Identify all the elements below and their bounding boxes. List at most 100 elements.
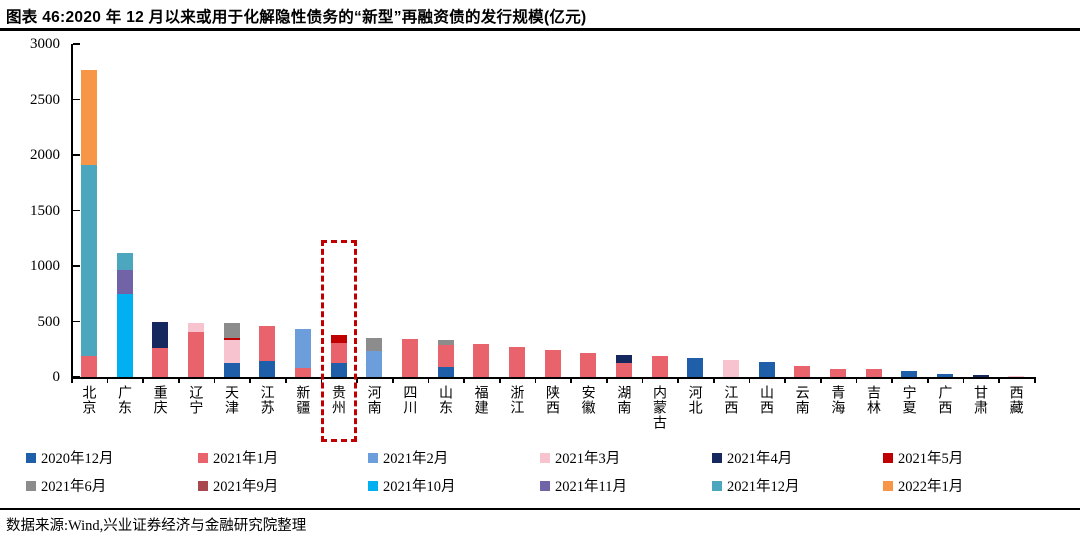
x-axis-label: 湖南: [616, 385, 633, 415]
bar-广西: [936, 373, 953, 377]
bar-西藏: [1008, 375, 1025, 377]
bar-segment-2021年6月: [223, 323, 240, 338]
legend-swatch: [368, 480, 378, 491]
bar-segment-2021年3月: [187, 322, 204, 332]
legend-item: 2021年2月: [368, 447, 448, 468]
x-tick-mark: [463, 379, 465, 383]
x-axis-label: 内蒙古: [652, 385, 668, 430]
x-axis-label: 甘肃: [973, 385, 989, 415]
x-tick-mark: [891, 379, 893, 383]
bar-segment-2021年1月: [544, 349, 561, 377]
x-tick-mark: [641, 379, 644, 383]
bar-天津: [223, 323, 240, 377]
y-tick-label: 2500: [30, 91, 60, 108]
y-tick-mark: [73, 154, 80, 156]
x-axis-label: 江苏: [259, 385, 276, 415]
legend-label: 2020年12月: [41, 451, 114, 467]
bar-贵州: [330, 335, 347, 377]
legend-swatch: [540, 452, 550, 463]
bar-河北: [687, 357, 704, 377]
legend-label: 2021年12月: [727, 479, 800, 495]
bar-山西: [758, 362, 775, 377]
legend-swatch: [712, 480, 722, 491]
bar-segment-2021年3月: [223, 340, 240, 363]
legend-label: 2022年1月: [898, 479, 964, 495]
bar-segment-2021年1月: [473, 343, 490, 377]
figure-footer: 数据来源:Wind,兴业证券经济与金融研究院整理: [0, 508, 1080, 533]
bar-山东: [437, 340, 454, 377]
legend-swatch: [540, 480, 550, 491]
bar-segment-2020年12月: [936, 373, 953, 377]
x-tick-mark: [213, 379, 216, 383]
x-axis-label: 贵州: [331, 385, 347, 415]
legend-swatch: [368, 452, 378, 463]
bar-segment-2020年12月: [758, 362, 775, 377]
x-tick-mark: [748, 379, 751, 383]
bar-segment-2021年2月: [366, 351, 383, 377]
bar-青海: [829, 369, 846, 377]
x-axis-label: 北京: [81, 385, 98, 415]
x-tick-mark: [178, 379, 180, 383]
legend-item: 2021年1月: [198, 447, 278, 468]
bar-segment-2021年1月: [152, 347, 169, 377]
bar-宁夏: [901, 371, 918, 377]
legend-item: 2021年10月: [368, 475, 456, 496]
bar-segment-2021年1月: [401, 339, 418, 377]
bar-segment-2021年1月: [80, 355, 97, 377]
bar-segment-2020年12月: [687, 357, 704, 377]
bar-segment-2021年3月: [722, 360, 739, 377]
legend-swatch: [883, 452, 893, 463]
bar-segment-2020年12月: [259, 361, 276, 377]
figure-title: 图表 46:2020 年 12 月以来或用于化解隐性债务的“新型”再融资债的发行…: [6, 9, 587, 26]
x-tick-mark: [606, 379, 608, 383]
bar-江西: [722, 360, 739, 377]
x-tick-mark: [249, 379, 251, 383]
x-tick-mark: [106, 379, 109, 383]
bar-陕西: [544, 349, 561, 377]
legend-label: 2021年11月: [555, 479, 627, 495]
legend-swatch: [198, 480, 208, 491]
x-tick-mark: [534, 379, 537, 383]
bar-新疆: [294, 328, 311, 377]
figure-header: 图表 46:2020 年 12 月以来或用于化解隐性债务的“新型”再融资债的发行…: [0, 0, 1080, 31]
bar-segment-2021年4月: [152, 321, 169, 348]
x-axis-label: 西藏: [1008, 385, 1025, 415]
x-tick-mark: [142, 379, 144, 383]
x-tick-mark: [1034, 379, 1036, 383]
x-tick-mark: [677, 379, 679, 383]
x-axis-label: 山东: [438, 385, 454, 415]
bar-重庆: [152, 321, 169, 377]
x-axis-label: 辽宁: [188, 385, 205, 415]
x-axis-label: 广东: [117, 385, 133, 415]
bar-四川: [401, 339, 418, 377]
x-tick-mark: [962, 379, 965, 383]
bar-广东: [116, 252, 133, 377]
bar-segment-2021年1月: [580, 352, 597, 377]
bar-segment-2020年12月: [901, 371, 918, 377]
bar-甘肃: [972, 374, 989, 377]
legend-label: 2021年5月: [898, 451, 964, 467]
y-tick-mark: [73, 98, 80, 101]
bar-segment-2020年12月: [223, 362, 240, 377]
plot-area: [71, 44, 1036, 379]
bar-辽宁: [187, 322, 204, 377]
legend-swatch: [198, 452, 208, 463]
y-tick-mark: [73, 265, 80, 267]
bar-湖南: [615, 355, 632, 377]
x-axis-label: 宁夏: [901, 385, 918, 415]
data-source-note: 数据来源:Wind,兴业证券经济与金融研究院整理: [6, 518, 307, 533]
x-axis-label: 青海: [830, 385, 847, 415]
y-tick-mark: [73, 376, 80, 378]
bar-福建: [473, 343, 490, 377]
x-axis-label: 广西: [937, 385, 954, 415]
x-tick-mark: [998, 379, 1000, 383]
legend-label: 2021年1月: [213, 451, 279, 467]
bar-浙江: [508, 347, 525, 377]
bar-segment-2021年6月: [366, 338, 383, 352]
legend-item: 2021年9月: [198, 475, 278, 496]
legend-item: 2021年4月: [712, 447, 792, 468]
y-tick-label: 0: [52, 369, 61, 385]
y-tick-mark: [73, 320, 80, 323]
bar-segment-2021年1月: [294, 367, 311, 377]
